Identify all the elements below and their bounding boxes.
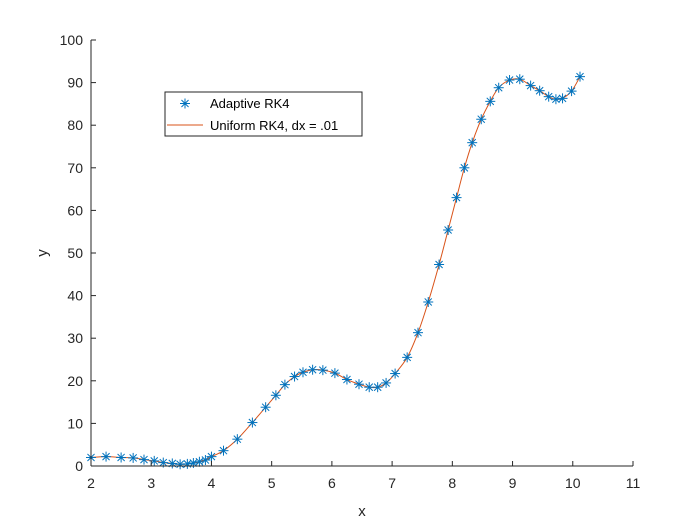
data-point-adaptive-rk4: [381, 377, 392, 388]
data-point-adaptive-rk4: [149, 455, 160, 466]
x-axis-label: x: [358, 503, 366, 520]
legend-box: [164, 91, 363, 137]
x-tick-label: 6: [328, 475, 336, 491]
data-point-adaptive-rk4: [476, 114, 487, 125]
y-tick-label: 60: [67, 202, 83, 218]
data-point-adaptive-rk4: [413, 327, 424, 338]
y-tick-label: 40: [67, 288, 83, 304]
x-tick-label: 11: [626, 475, 641, 491]
data-point-adaptive-rk4: [167, 458, 178, 469]
data-point-adaptive-rk4: [372, 382, 383, 393]
legend: Adaptive RK4 Uniform RK4, dx = .01: [164, 91, 363, 137]
legend-asterisk-icon: [180, 98, 190, 109]
data-point-adaptive-rk4: [116, 452, 127, 463]
data-point-adaptive-rk4: [525, 80, 536, 91]
data-point-adaptive-rk4: [101, 451, 112, 462]
legend-label-adaptive: Adaptive RK4: [210, 96, 290, 111]
data-point-adaptive-rk4: [543, 91, 554, 102]
x-tick-label: 5: [268, 475, 276, 491]
data-point-adaptive-rk4: [402, 352, 413, 363]
legend-label-uniform: Uniform RK4, dx = .01: [210, 118, 338, 133]
y-tick-label: 10: [67, 415, 83, 431]
data-point-adaptive-rk4: [194, 456, 205, 467]
data-point-adaptive-rk4: [289, 371, 300, 382]
data-point-adaptive-rk4: [317, 365, 328, 376]
data-point-adaptive-rk4: [206, 451, 217, 462]
marker-layer: [86, 71, 586, 470]
data-point-adaptive-rk4: [566, 86, 577, 97]
y-tick-label: 70: [67, 160, 83, 176]
data-point-adaptive-rk4: [353, 379, 364, 390]
data-point-adaptive-rk4: [514, 74, 525, 85]
plot-area: [86, 71, 586, 470]
data-point-adaptive-rk4: [467, 137, 478, 148]
data-point-adaptive-rk4: [423, 296, 434, 307]
data-point-adaptive-rk4: [341, 374, 352, 385]
x-tick-label: 7: [388, 475, 396, 491]
data-point-adaptive-rk4: [459, 162, 470, 173]
data-point-adaptive-rk4: [493, 82, 504, 93]
data-point-adaptive-rk4: [485, 96, 496, 107]
data-point-adaptive-rk4: [504, 75, 515, 86]
y-tick-label: 0: [75, 458, 83, 474]
data-point-adaptive-rk4: [175, 459, 186, 470]
x-tick-label: 2: [87, 475, 95, 491]
data-point-adaptive-rk4: [575, 71, 586, 82]
data-point-adaptive-rk4: [451, 192, 462, 203]
data-point-adaptive-rk4: [307, 364, 318, 375]
data-point-adaptive-rk4: [434, 259, 445, 270]
data-point-adaptive-rk4: [200, 455, 211, 466]
legend-asterisk: [180, 98, 190, 109]
y-axis-label: y: [34, 249, 51, 257]
x-tick-label: 9: [509, 475, 517, 491]
x-tick-label: 3: [147, 475, 155, 491]
data-point-adaptive-rk4: [260, 402, 271, 413]
y-tick-label: 90: [67, 75, 83, 91]
data-point-adaptive-rk4: [232, 434, 243, 445]
data-point-adaptive-rk4: [364, 382, 375, 393]
y-tick-label: 30: [67, 330, 83, 346]
y-tick-label: 50: [67, 245, 83, 261]
data-point-adaptive-rk4: [534, 85, 545, 96]
data-point-adaptive-rk4: [390, 368, 401, 379]
data-point-adaptive-rk4: [557, 93, 568, 104]
axes: 2 3 4 5 6 7 8 9 10 11 0 10 20 30 40 50 60 70 80 90 100: [60, 32, 641, 491]
data-point-adaptive-rk4: [297, 367, 308, 378]
data-point-adaptive-rk4: [218, 445, 229, 456]
data-point-adaptive-rk4: [270, 390, 281, 401]
data-point-adaptive-rk4: [550, 94, 561, 105]
data-point-adaptive-rk4: [329, 368, 340, 379]
y-tick-label: 20: [67, 373, 83, 389]
data-point-adaptive-rk4: [138, 454, 149, 465]
y-tick-label: 100: [60, 32, 84, 48]
y-tick-label: 80: [67, 117, 83, 133]
data-point-adaptive-rk4: [443, 224, 454, 235]
y-ticks: 0 10 20 30 40 50 60 70 80 90 100: [60, 32, 96, 474]
data-point-adaptive-rk4: [247, 417, 258, 428]
data-point-adaptive-rk4: [128, 452, 139, 463]
x-tick-label: 8: [448, 475, 456, 491]
x-tick-label: 4: [208, 475, 216, 491]
data-point-adaptive-rk4: [279, 379, 290, 390]
x-tick-label: 10: [565, 475, 581, 491]
x-ticks: 2 3 4 5 6 7 8 9 10 11: [87, 461, 640, 491]
